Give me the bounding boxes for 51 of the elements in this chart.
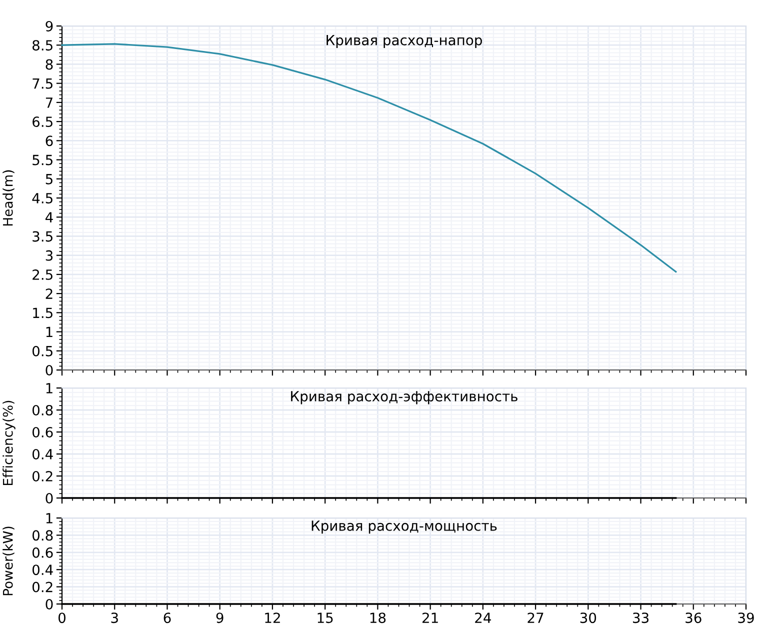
x-tick-label: 12	[265, 612, 280, 623]
x-tick-label: 24	[475, 612, 491, 623]
y-tick-label: 8	[46, 59, 53, 70]
y-tick-label: 4.5	[32, 193, 52, 204]
y-tick-label: 4	[46, 212, 53, 222]
y-tick-label: 1	[46, 326, 52, 338]
x-tick-label: 18	[370, 612, 386, 624]
y-tick-label: 0.8	[32, 404, 53, 416]
x-tick-label: 27	[528, 612, 544, 623]
y-tick-label: 7	[46, 98, 52, 108]
chart-title: Кривая расход-мощность	[312, 520, 497, 534]
x-tick-label: 15	[318, 612, 333, 624]
y-tick-label: 8.5	[32, 40, 52, 51]
y-tick-label: 0.2	[32, 582, 52, 592]
x-tick-label: 33	[632, 612, 648, 624]
y-tick-label: 5	[46, 174, 52, 184]
y-tick-label: 1	[46, 383, 52, 394]
y-tick-label: 0	[46, 598, 53, 610]
y-tick-label: 0.2	[32, 470, 52, 482]
x-tick-label: 3	[111, 612, 118, 624]
text: Кривая расход-напор	[326, 35, 482, 48]
y-tick-label: 7.5	[32, 78, 52, 89]
y-tick-label: 0	[46, 492, 53, 504]
y-tick-label: 6.5	[32, 116, 52, 128]
y-tick-label: 0.5	[32, 346, 52, 356]
y-tick-label: 1.5	[33, 308, 52, 318]
chart-title: Кривая расход-эффективность	[291, 391, 518, 404]
x-tick-label: 6	[164, 612, 171, 624]
y-tick-label: 1	[46, 513, 52, 524]
y-tick-label: 0.6	[32, 547, 53, 558]
y-tick-label: 3	[46, 250, 53, 261]
y-tick-label: 2.5	[32, 269, 52, 280]
y-tick-label: 0	[46, 364, 53, 376]
x-tick-label: 0	[58, 612, 66, 624]
y-tick-label: 0.4	[32, 448, 53, 460]
y-axis-title: Head(m)	[2, 170, 14, 226]
y-tick-label: 0.4	[32, 564, 53, 576]
y-axis-title: Power(kW)	[2, 526, 14, 596]
y-tick-label: 2	[46, 288, 52, 299]
y-tick-label: 5.5	[32, 154, 52, 166]
x-tick-label: 21	[422, 612, 438, 623]
x-tick-label: 39	[738, 612, 754, 624]
y-tick-label: 3.5	[32, 231, 52, 242]
y-tick-label: 0.6	[32, 426, 53, 438]
x-tick-label: 9	[216, 612, 224, 624]
y-tick-label: 6	[46, 136, 53, 146]
y-tick-label: 0.8	[32, 530, 53, 541]
y-axis-title: Efficiency(%)	[2, 400, 16, 485]
x-tick-label: 30	[580, 612, 596, 624]
y-tick-label: 9	[46, 20, 53, 32]
x-tick-label: 36	[686, 612, 702, 624]
